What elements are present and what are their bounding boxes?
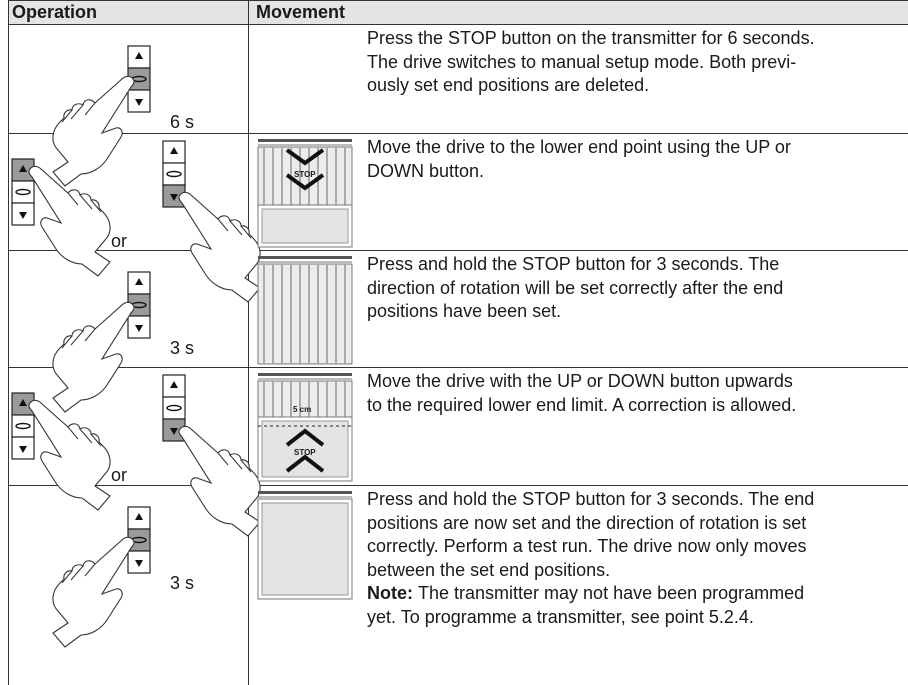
header-bg — [8, 0, 908, 24]
description-line: positions are now set and the direction … — [367, 512, 807, 533]
remote — [11, 392, 35, 460]
stop-oval — [15, 188, 31, 196]
remote — [11, 158, 35, 226]
chevron-up — [285, 428, 325, 447]
remote — [162, 140, 186, 208]
hand-outline — [178, 191, 261, 303]
arrow-down — [135, 560, 143, 567]
hand-outline — [28, 165, 111, 277]
dimension-label: 5 cm — [293, 405, 312, 414]
arrow-down — [135, 325, 143, 332]
stop-oval — [166, 404, 182, 412]
hand — [28, 399, 111, 511]
description-line: Press the STOP button on the transmitter… — [367, 28, 815, 48]
hand-outline — [52, 75, 135, 187]
window-pane — [261, 208, 349, 244]
chevron-down — [285, 173, 325, 191]
roller-head — [258, 491, 352, 494]
description-line: positions have been set. — [367, 301, 562, 321]
operation-label: 6 s — [170, 112, 195, 132]
description-line: between the set end positions. — [367, 559, 611, 580]
hand — [52, 536, 135, 648]
description-line: DOWN button. — [367, 160, 485, 181]
stop-label: STOP — [294, 448, 316, 457]
header-movement: Movement — [256, 2, 346, 22]
arrow-down — [170, 194, 178, 201]
arrow-up — [135, 52, 143, 59]
hand-crease — [217, 452, 252, 473]
arrow-down — [19, 212, 27, 219]
arrow-down — [19, 446, 27, 453]
description-line: Press and hold the STOP button for 3 sec… — [367, 489, 815, 509]
description-line: The drive switches to manual setup mode.… — [367, 51, 797, 72]
description-line: ously set end positions are deleted. — [367, 75, 650, 95]
hand — [28, 165, 111, 277]
hand-outline — [52, 536, 135, 648]
description-line: to the required lower end limit. A corre… — [367, 394, 797, 415]
roller-head — [258, 373, 352, 376]
stop-label: STOP — [294, 170, 316, 179]
hand-crease — [67, 192, 102, 213]
operation-label: or — [111, 465, 128, 485]
stop-oval — [15, 422, 31, 430]
arrow-up — [170, 147, 178, 154]
note-line: yet. To programme a transmitter, see poi… — [367, 606, 754, 627]
description-line: Press and hold the STOP button for 3 sec… — [367, 254, 780, 274]
operation-label: or — [111, 231, 128, 251]
hand-outline — [52, 301, 135, 413]
roller-head — [258, 139, 352, 142]
arrow-up — [19, 165, 27, 172]
chevron-up — [285, 454, 325, 473]
arrow-down — [135, 99, 143, 106]
description-line: Move the drive to the lower end point us… — [367, 137, 791, 157]
hand — [52, 75, 135, 187]
chevron-down — [285, 148, 325, 166]
hand-crease — [61, 328, 96, 349]
hand-crease — [67, 426, 102, 447]
hand-crease — [217, 218, 252, 239]
arrow-up — [135, 278, 143, 285]
hand-outline — [28, 399, 111, 511]
description-line: direction of rotation will be set correc… — [367, 277, 784, 298]
hand-crease — [61, 102, 96, 123]
note-label: Note: — [367, 583, 413, 603]
arrow-down — [170, 428, 178, 435]
arrow-up — [19, 399, 27, 406]
hand-outline — [178, 425, 261, 537]
hand — [52, 301, 135, 413]
remote — [127, 45, 151, 113]
arrow-up — [135, 513, 143, 520]
window-pane — [261, 502, 349, 596]
operation-label: 3 s — [170, 573, 195, 593]
arrow-up — [170, 381, 178, 388]
description-line: Move the drive with the UP or DOWN butto… — [367, 371, 793, 391]
operation-label: 3 s — [170, 338, 195, 358]
note-line: The transmitter may not have been progra… — [418, 583, 805, 603]
stop-oval — [166, 170, 182, 178]
roller-head — [258, 256, 352, 259]
hand — [178, 425, 261, 537]
description-line: correctly. Perform a test run. The drive… — [367, 536, 807, 556]
hand-crease — [61, 563, 96, 584]
hand — [178, 191, 261, 303]
header-operation: Operation — [12, 2, 98, 22]
